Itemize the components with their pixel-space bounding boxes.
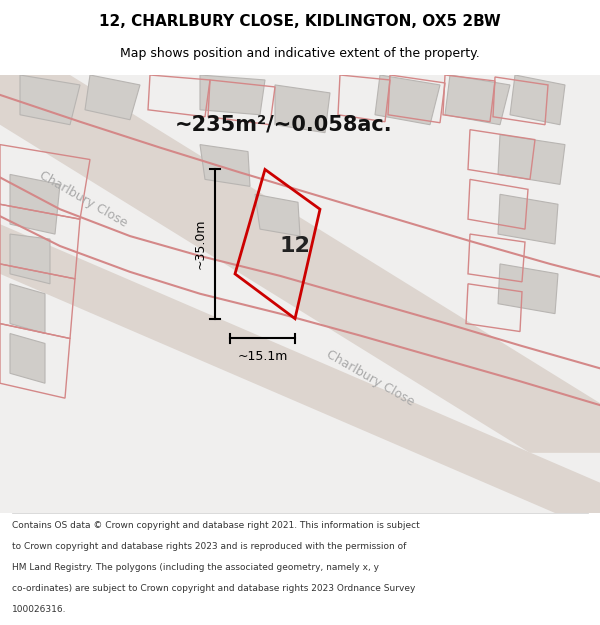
Text: 12, CHARLBURY CLOSE, KIDLINGTON, OX5 2BW: 12, CHARLBURY CLOSE, KIDLINGTON, OX5 2BW [99,14,501,29]
Polygon shape [0,224,600,532]
Text: ~15.1m: ~15.1m [238,351,287,363]
Polygon shape [498,194,558,244]
Polygon shape [375,75,440,125]
Text: Charlbury Close: Charlbury Close [324,348,416,409]
Polygon shape [20,75,80,125]
Text: co-ordinates) are subject to Crown copyright and database rights 2023 Ordnance S: co-ordinates) are subject to Crown copyr… [12,584,415,593]
Text: to Crown copyright and database rights 2023 and is reproduced with the permissio: to Crown copyright and database rights 2… [12,542,406,551]
Text: Contains OS data © Crown copyright and database right 2021. This information is : Contains OS data © Crown copyright and d… [12,521,420,531]
Text: ~35.0m: ~35.0m [194,219,207,269]
Polygon shape [10,174,60,234]
Polygon shape [498,134,565,184]
Polygon shape [510,75,565,125]
Text: Charlbury Close: Charlbury Close [37,169,129,230]
Polygon shape [498,264,558,314]
Text: ~235m²/~0.058ac.: ~235m²/~0.058ac. [175,115,392,135]
Polygon shape [10,334,45,383]
Polygon shape [275,85,330,132]
Polygon shape [0,75,600,453]
Polygon shape [85,75,140,120]
Polygon shape [200,75,265,115]
Polygon shape [10,234,50,284]
Text: 12: 12 [280,236,310,256]
Text: 100026316.: 100026316. [12,605,67,614]
Polygon shape [255,194,300,236]
Polygon shape [445,75,510,125]
Text: HM Land Registry. The polygons (including the associated geometry, namely x, y: HM Land Registry. The polygons (includin… [12,563,379,572]
Polygon shape [10,284,45,334]
Text: Map shows position and indicative extent of the property.: Map shows position and indicative extent… [120,48,480,61]
Polygon shape [200,144,250,186]
